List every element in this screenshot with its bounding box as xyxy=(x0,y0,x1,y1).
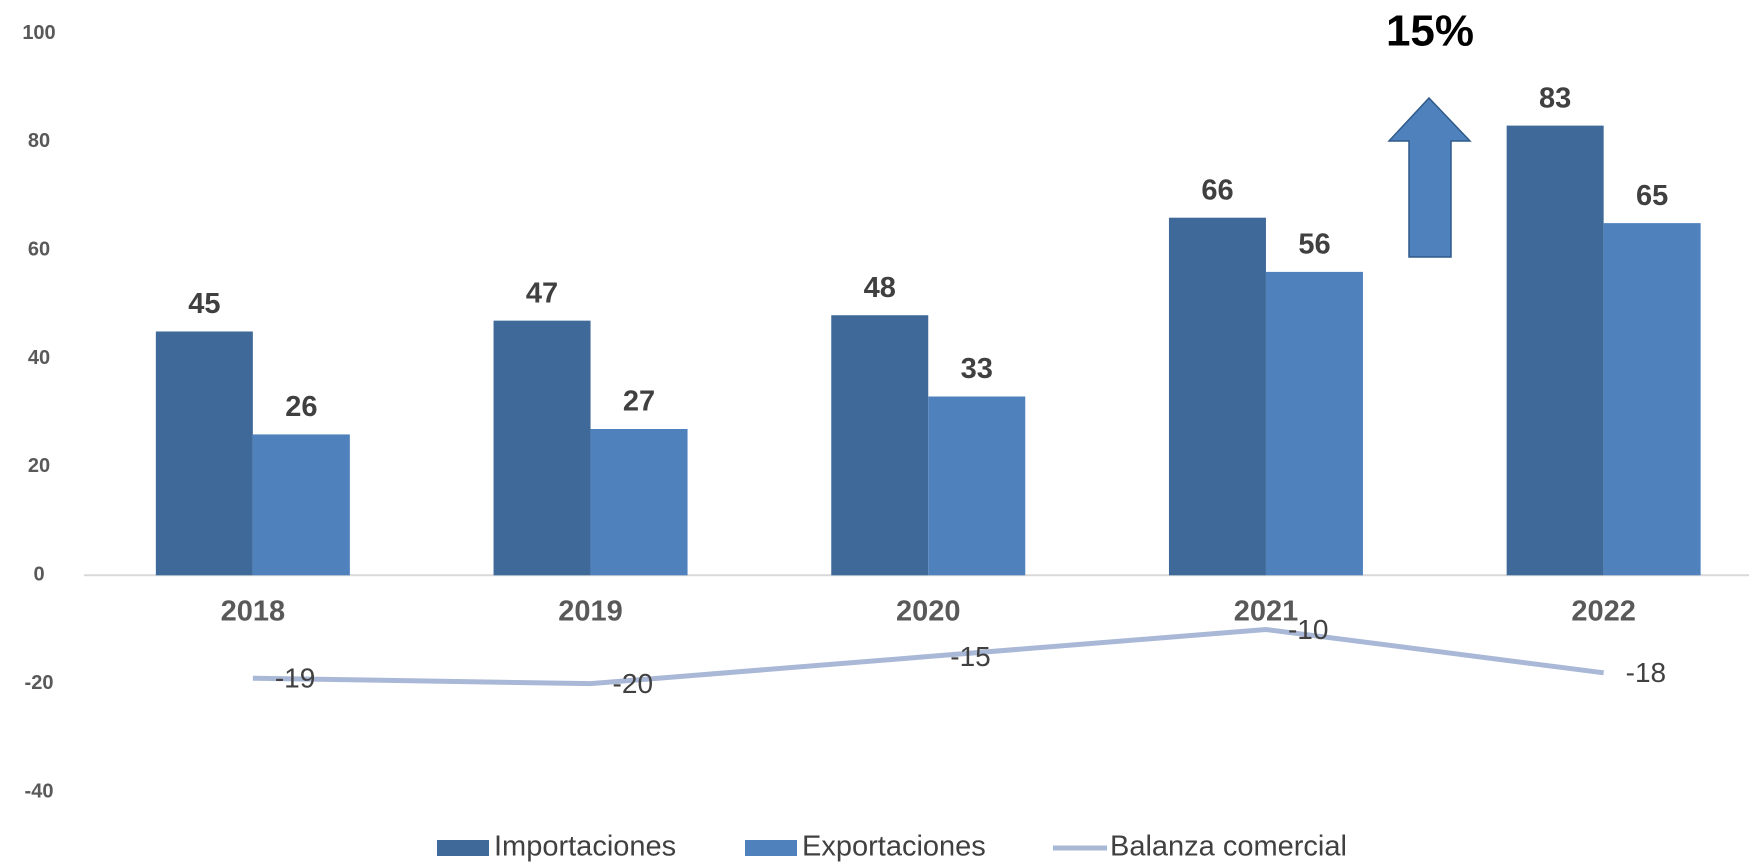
bar xyxy=(928,396,1026,576)
data-label: 47 xyxy=(526,277,558,309)
y-tick-label: 100 xyxy=(22,22,55,44)
x-tick-label: 2018 xyxy=(221,596,286,628)
data-label: 48 xyxy=(864,272,896,304)
bar xyxy=(1265,271,1363,576)
data-label: -19 xyxy=(275,663,315,694)
data-label: 65 xyxy=(1636,180,1668,212)
legend-swatch xyxy=(745,840,797,856)
data-label: 33 xyxy=(961,353,993,385)
up-arrow xyxy=(1387,96,1472,258)
bar xyxy=(1603,223,1701,576)
data-label: -10 xyxy=(1288,614,1328,645)
bar xyxy=(252,434,350,576)
bar xyxy=(831,315,929,576)
y-tick-label: 0 xyxy=(33,564,44,586)
data-label: -15 xyxy=(950,641,990,672)
bar xyxy=(1506,125,1604,576)
legend-swatch xyxy=(437,840,489,856)
x-tick-label: 2020 xyxy=(896,596,961,628)
line xyxy=(252,626,1604,687)
annotation: 15% xyxy=(1386,7,1474,56)
y-tick-label: 60 xyxy=(28,238,50,260)
data-label: -20 xyxy=(613,668,653,699)
y-tick-label: 80 xyxy=(28,130,50,152)
y-tick-label: -20 xyxy=(25,672,54,694)
data-label: 83 xyxy=(1539,82,1571,114)
y-tick-label: -40 xyxy=(25,780,54,802)
legend-label: Balanza comercial xyxy=(1110,831,1347,863)
data-label: 27 xyxy=(623,386,655,418)
data-label: 66 xyxy=(1201,174,1233,206)
data-label: -18 xyxy=(1626,657,1666,688)
bar xyxy=(493,320,591,576)
x-tick-label: 2022 xyxy=(1571,596,1636,628)
data-label: 45 xyxy=(188,288,220,320)
bar xyxy=(590,429,688,576)
bar xyxy=(1168,217,1266,576)
x-tick-label: 2019 xyxy=(558,596,623,628)
data-label: 56 xyxy=(1298,229,1330,261)
data-label: 26 xyxy=(285,391,317,423)
x-tick-label: 2021 xyxy=(1234,596,1299,628)
bar xyxy=(155,331,253,576)
y-tick-label: 40 xyxy=(28,347,50,369)
y-tick-label: 20 xyxy=(28,455,50,477)
legend-label: Importaciones xyxy=(494,831,676,863)
legend-label: Exportaciones xyxy=(802,831,986,863)
